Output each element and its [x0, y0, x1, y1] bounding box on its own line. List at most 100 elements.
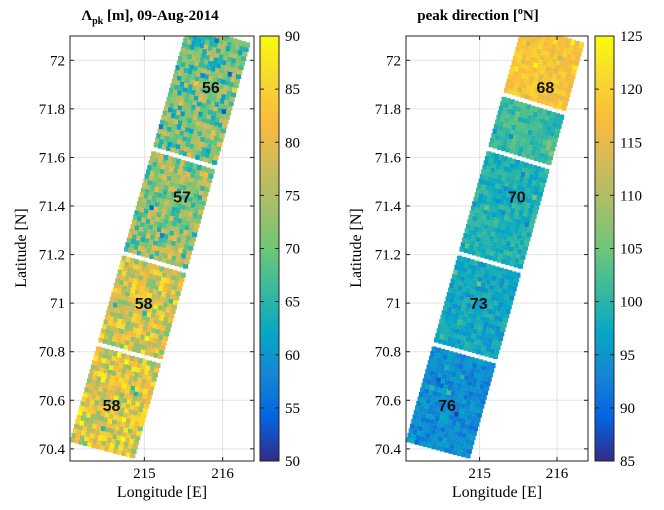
- swath-cell: [154, 333, 160, 339]
- swath-cell: [461, 403, 467, 409]
- swath-cell: [133, 244, 140, 250]
- y-tick-label: 70.6: [39, 393, 66, 409]
- swath-cell: [530, 169, 536, 175]
- swath-cell: [476, 397, 482, 404]
- swath-cell: [188, 83, 194, 89]
- swath-cell: [517, 150, 523, 157]
- swath-cell: [129, 389, 135, 396]
- swath-cell: [528, 144, 534, 150]
- chart-title: Λpk [m], 09-Aug-2014: [81, 8, 219, 27]
- swath-cell: [175, 241, 181, 248]
- swath-cell: [483, 370, 489, 376]
- swath-cell: [473, 294, 479, 300]
- swath-cell: [181, 219, 187, 225]
- swath-cell: [484, 190, 490, 196]
- swath-cell: [546, 144, 552, 151]
- swath-cell: [448, 365, 454, 372]
- swath-cell: [188, 98, 194, 104]
- swath-cell: [533, 77, 539, 83]
- swath-cell: [149, 366, 155, 372]
- swath-cell: [146, 199, 152, 205]
- swath-cell: [505, 147, 511, 153]
- swath-cell: [499, 120, 505, 126]
- swath-cell: [100, 425, 107, 432]
- swath-cell: [157, 256, 163, 262]
- swath-cell: [88, 373, 94, 379]
- swath-cell: [487, 308, 493, 314]
- swath-cell: [218, 137, 224, 143]
- swath-cell: [161, 164, 167, 170]
- swath-cell: [472, 362, 478, 368]
- swath-cell: [435, 445, 441, 451]
- swath-cell: [417, 396, 423, 402]
- swath-cell: [132, 297, 138, 304]
- swath-cell: [439, 334, 445, 340]
- swath-cell: [137, 392, 144, 398]
- swath-cell: [91, 428, 97, 434]
- swath-cell: [167, 268, 174, 275]
- swath-cell: [555, 44, 562, 51]
- swath-cell: [502, 254, 508, 260]
- swath-cell: [447, 370, 453, 376]
- swath-cell: [438, 436, 444, 442]
- swath-cell: [431, 361, 438, 367]
- swath-cell: [100, 377, 107, 383]
- swath-cell: [485, 346, 491, 353]
- swath-cell: [140, 221, 146, 228]
- swath-cell: [504, 230, 510, 236]
- swath-cell: [455, 323, 462, 330]
- swath-cell: [512, 120, 518, 126]
- swath-cell: [540, 99, 547, 105]
- swath-cell: [117, 415, 123, 422]
- swath-cell: [444, 315, 450, 322]
- swath-cell: [177, 105, 183, 111]
- swath-cell: [422, 412, 428, 418]
- swath-cell: [228, 37, 234, 43]
- swath-cell: [224, 36, 230, 42]
- swath-cell: [516, 234, 523, 240]
- swath-cell: [468, 424, 474, 431]
- swath-cell: [410, 438, 416, 444]
- swath-cell: [220, 64, 226, 70]
- swath-cell: [572, 50, 578, 56]
- swath-cell: [498, 301, 504, 307]
- swath-cell: [474, 421, 480, 427]
- swath-cell: [551, 126, 557, 133]
- swath-cell: [487, 323, 493, 329]
- swath-cell: [506, 206, 512, 212]
- swath-cell: [163, 189, 169, 195]
- swath-cell: [206, 177, 213, 183]
- swath-cell: [142, 408, 148, 414]
- swath-cell: [444, 301, 450, 307]
- swath-cell: [199, 204, 205, 211]
- swath-cell: [138, 372, 144, 379]
- swath-cell: [514, 130, 520, 136]
- swath-cell: [121, 368, 127, 374]
- swath-cell: [189, 94, 196, 100]
- swath-cell: [480, 203, 486, 209]
- swath-cell: [469, 274, 476, 280]
- swath-cell: [474, 387, 480, 393]
- swath-cell: [510, 129, 516, 135]
- swath-cell: [138, 245, 144, 251]
- swath-cell: [193, 50, 199, 56]
- swath-cell: [465, 419, 471, 425]
- swath-cell: [171, 240, 177, 246]
- swath-cell: [130, 321, 136, 327]
- swath-cell: [522, 245, 528, 251]
- swath-cell: [195, 105, 201, 111]
- colorbar-tick-label: 105: [620, 242, 643, 258]
- swath-cell: [567, 68, 573, 74]
- swath-cell: [129, 355, 136, 362]
- swath-cell: [124, 246, 130, 252]
- swath-cell: [144, 237, 150, 244]
- swath-cell: [180, 223, 186, 229]
- swath-cell: [543, 168, 550, 174]
- swath-cell: [148, 287, 155, 294]
- swath-cell: [472, 230, 479, 237]
- swath-cell: [543, 75, 549, 81]
- swath-cell: [213, 155, 219, 161]
- swath-cell: [494, 300, 500, 306]
- swath-cell: [485, 170, 491, 176]
